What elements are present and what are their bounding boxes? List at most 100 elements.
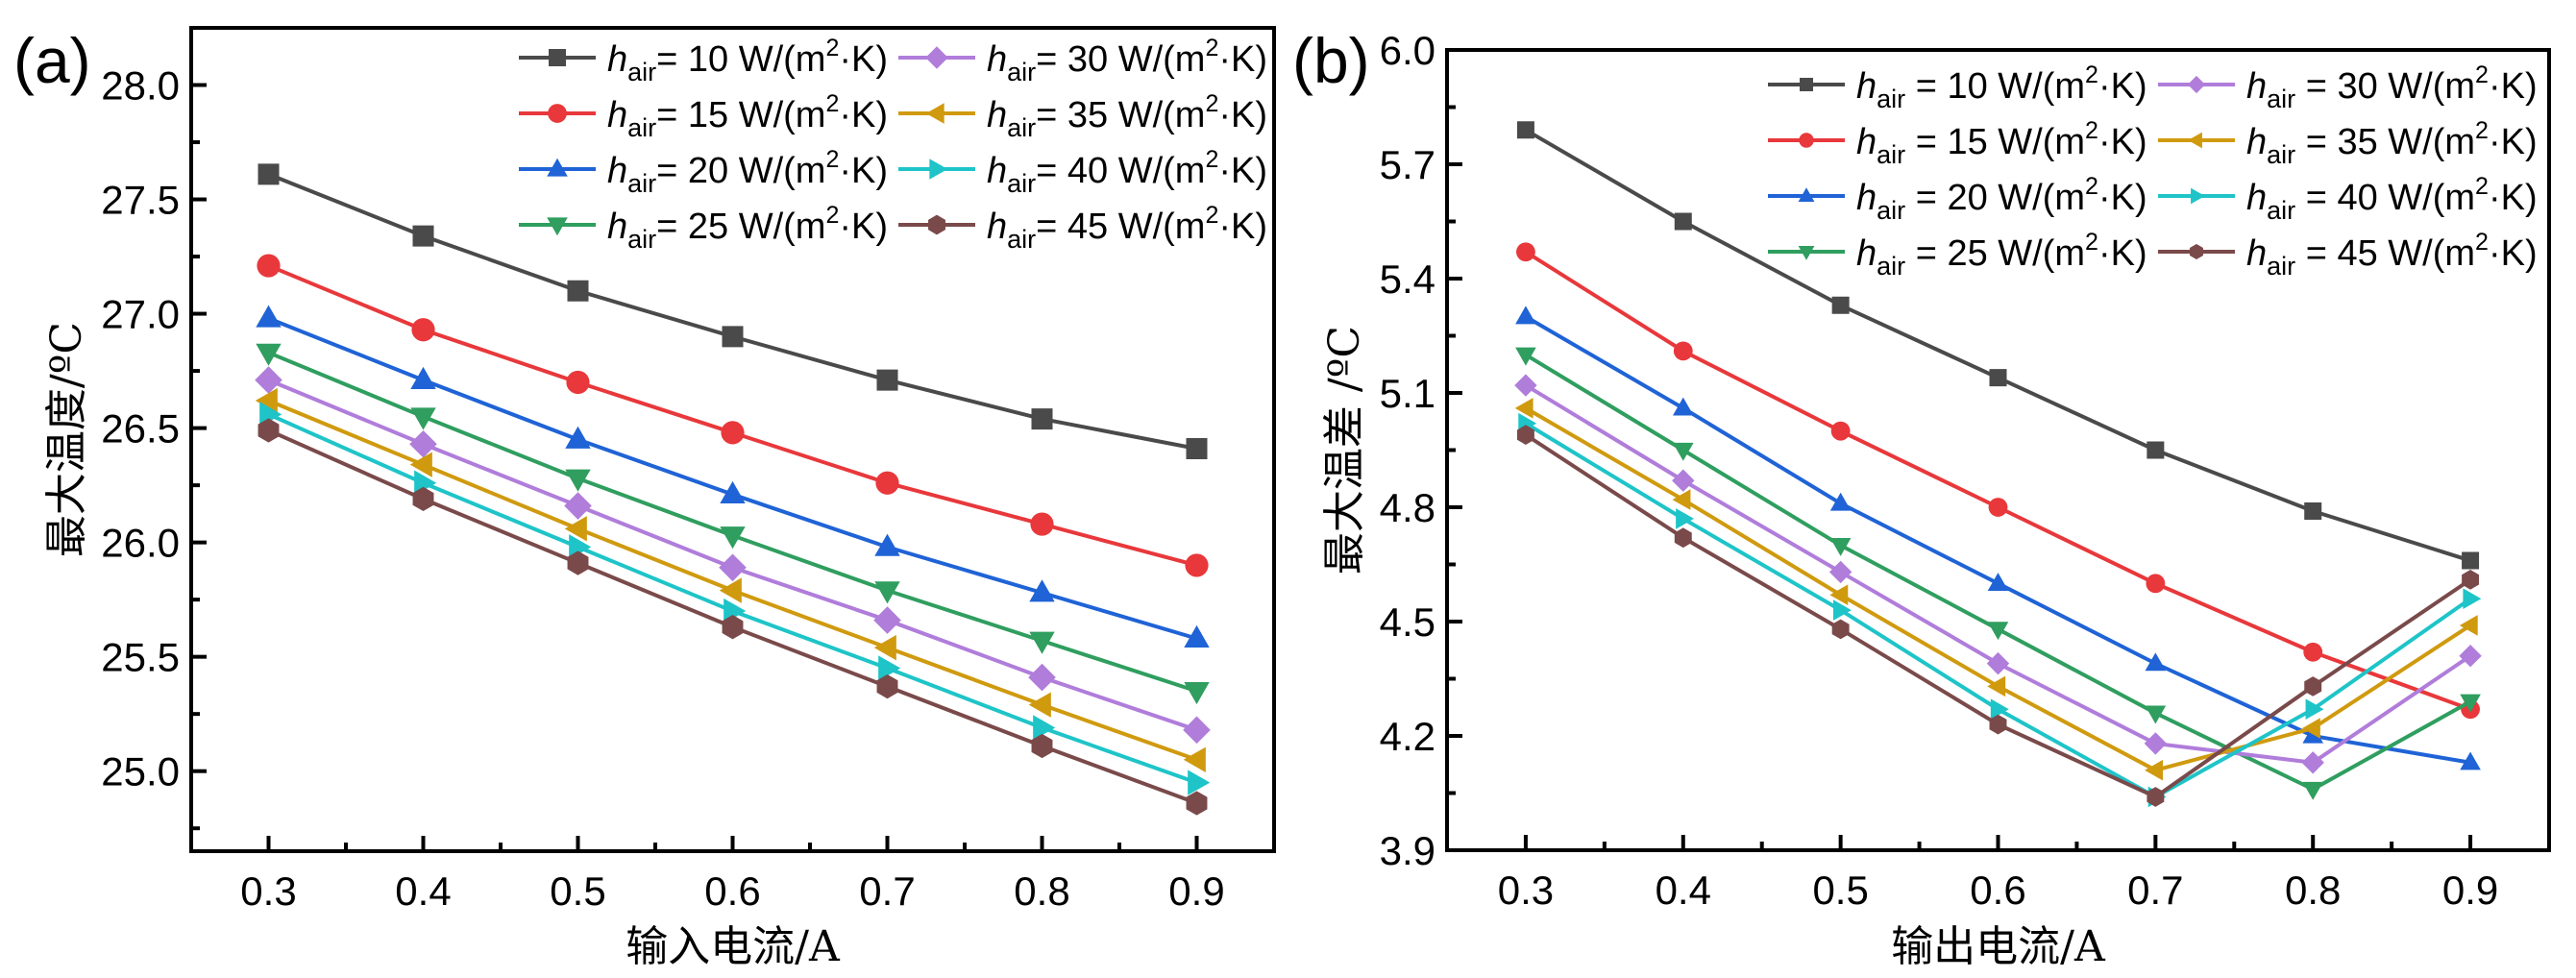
data-point xyxy=(1987,675,2006,697)
data-point xyxy=(1987,622,2009,641)
x-tick-label: 0.5 xyxy=(1812,868,1868,913)
legend-label: hair= 40 W/(m2·K) xyxy=(987,146,1267,198)
data-point xyxy=(876,369,898,391)
x-tick-label: 0.9 xyxy=(2442,868,2498,913)
data-point xyxy=(1516,242,1535,262)
series-line xyxy=(267,351,1198,694)
data-point xyxy=(412,486,434,512)
data-point xyxy=(722,615,744,640)
x-tick-label: 0.8 xyxy=(1014,868,1069,914)
data-point xyxy=(1183,746,1206,772)
legend-label: hair = 35 W/(m2·K) xyxy=(2246,117,2538,169)
x-tick-label: 0.7 xyxy=(2127,868,2183,913)
data-point xyxy=(2459,645,2482,668)
data-point xyxy=(1672,489,1691,510)
legend-item: hair= 20 W/(m2·K) xyxy=(519,146,888,198)
data-point xyxy=(2146,574,2166,594)
legend-item: hair= 10 W/(m2·K) xyxy=(519,35,888,86)
y-tick-label: 4.2 xyxy=(1380,714,1435,759)
y-tick-label: 26.5 xyxy=(101,406,180,452)
legend-item: hair = 40 W/(m2·K) xyxy=(2158,173,2538,225)
series-35 xyxy=(1514,398,2478,781)
data-point xyxy=(1828,560,1852,584)
series-25 xyxy=(1515,347,2481,800)
data-point xyxy=(1029,579,1055,602)
legend-marker xyxy=(1798,187,1815,202)
data-point xyxy=(1028,663,1056,692)
data-point xyxy=(412,225,434,247)
data-point xyxy=(2304,501,2322,520)
legend-item: hair= 15 W/(m2·K) xyxy=(519,90,888,142)
panel-label: (b) xyxy=(1292,25,1370,96)
data-point xyxy=(1988,498,2008,517)
data-point xyxy=(1031,733,1053,759)
legend-label: hair = 10 W/(m2·K) xyxy=(1856,61,2147,113)
series-15 xyxy=(1516,242,2480,720)
series-line xyxy=(1524,422,2472,799)
legend-label: hair= 45 W/(m2·K) xyxy=(987,202,1267,254)
legend-item: hair= 30 W/(m2·K) xyxy=(898,35,1267,86)
data-point xyxy=(1184,624,1210,648)
data-point xyxy=(1186,791,1208,816)
data-point xyxy=(720,526,746,550)
data-point xyxy=(1990,698,2009,721)
data-point xyxy=(2463,588,2482,609)
legend-label: hair = 20 W/(m2·K) xyxy=(1856,173,2147,225)
data-point xyxy=(1033,715,1056,741)
series-20 xyxy=(1515,306,2481,770)
y-tick-label: 5.4 xyxy=(1380,257,1435,302)
legend-label: hair = 40 W/(m2·K) xyxy=(2246,173,2538,225)
y-tick-label: 27.0 xyxy=(101,292,180,337)
legend-marker xyxy=(1798,246,1815,260)
legend-marker xyxy=(2188,132,2202,149)
data-point xyxy=(2460,751,2481,770)
legend: hair = 10 W/(m2·K)hair = 15 W/(m2·K)hair… xyxy=(1768,61,2538,281)
y-tick-label: 25.0 xyxy=(101,749,180,795)
series-25 xyxy=(256,343,1210,705)
legend: hair= 10 W/(m2·K)hair= 15 W/(m2·K)hair= … xyxy=(519,35,1267,254)
series-30 xyxy=(1514,374,2482,774)
data-point xyxy=(1989,714,2007,735)
data-point xyxy=(1829,584,1849,606)
data-point xyxy=(410,366,436,389)
data-point xyxy=(411,318,435,342)
legend-label: hair= 10 W/(m2·K) xyxy=(607,35,888,86)
data-point xyxy=(720,480,746,503)
x-tick-label: 0.4 xyxy=(1656,868,1711,913)
legend-item: hair= 25 W/(m2·K) xyxy=(519,202,888,254)
legend-marker xyxy=(928,214,945,235)
data-point xyxy=(258,418,280,443)
data-point xyxy=(876,673,898,699)
data-point xyxy=(1515,347,1536,366)
legend-label: hair= 15 W/(m2·K) xyxy=(607,90,888,142)
legend-item: hair = 35 W/(m2·K) xyxy=(2158,117,2538,169)
y-tick-label: 26.0 xyxy=(101,521,180,566)
data-point xyxy=(1831,296,1850,314)
series-10 xyxy=(258,163,1208,460)
x-tick-label: 0.4 xyxy=(395,868,451,914)
series-45 xyxy=(258,418,1208,816)
legend-marker xyxy=(1800,78,1813,91)
data-point xyxy=(2462,551,2480,570)
y-tick-label: 27.5 xyxy=(101,178,180,223)
legend-marker xyxy=(547,217,568,236)
y-axis-title: 最大温差 /ºC xyxy=(1320,326,1369,575)
legend-marker xyxy=(925,103,945,124)
data-point xyxy=(2147,787,2165,807)
data-point xyxy=(2144,732,2168,755)
legend-marker xyxy=(549,49,566,66)
data-point xyxy=(257,254,281,278)
data-point xyxy=(2460,694,2481,713)
data-point xyxy=(2147,441,2165,459)
data-point xyxy=(409,429,437,458)
series-30 xyxy=(255,366,1211,745)
data-point xyxy=(255,387,278,414)
x-axis-title: 输入电流/A xyxy=(626,922,841,971)
series-line xyxy=(1524,250,2471,712)
data-point xyxy=(258,163,280,185)
data-point xyxy=(255,366,282,394)
data-point xyxy=(1188,770,1211,795)
data-point xyxy=(2145,759,2164,781)
data-point xyxy=(1516,121,1534,139)
